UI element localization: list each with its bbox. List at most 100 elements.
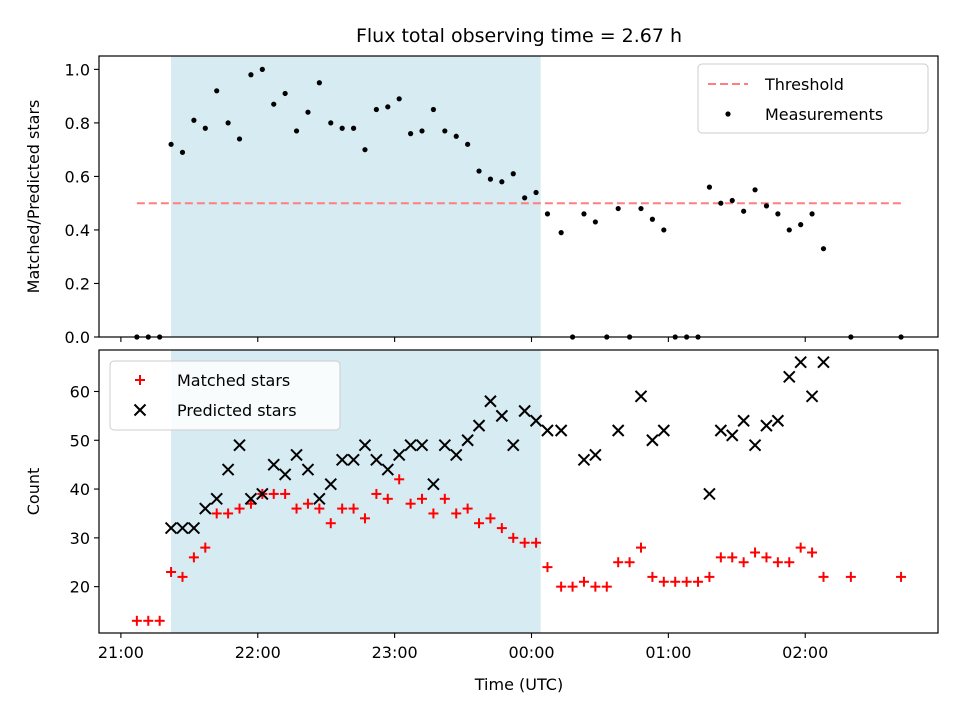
measurement-point (729, 197, 735, 204)
top-y-axis-label: Matched/Predicted stars (24, 100, 43, 294)
y-tick-label: 1.0 (65, 60, 90, 79)
measurement-point (362, 147, 368, 153)
measurement-point (741, 208, 747, 214)
measurement-point (763, 203, 770, 209)
predicted-star-point (634, 390, 648, 403)
measurement-point (453, 133, 459, 139)
y-tick-label: 0.4 (65, 221, 90, 240)
measurement-point (544, 211, 551, 217)
matched-star-point (439, 493, 450, 504)
legend-matched-label: Matched stars (177, 371, 290, 390)
measurement-point (465, 141, 471, 147)
bottom-panel: 20 30 40 50 60 21:00 22:00 23:00 00:00 01:00 02:0… (24, 349, 939, 662)
matched-star-point (245, 498, 256, 509)
y-tick-label: 0.6 (65, 167, 90, 186)
matched-star-point (750, 547, 761, 558)
predicted-star-point (290, 448, 303, 462)
measurement-point (373, 106, 379, 113)
measurement-point (179, 149, 186, 155)
matched-star-point (325, 518, 336, 529)
predicted-star-point (278, 468, 292, 481)
measurement-point (615, 205, 621, 212)
measurement-point (487, 176, 494, 182)
measurement-point (328, 120, 334, 126)
x-axis-label: Time (UTC) (474, 675, 563, 694)
matched-star-point (177, 571, 188, 582)
measurement-point (786, 227, 792, 233)
predicted-star-point (554, 424, 568, 437)
predicted-star-point (164, 521, 178, 535)
x-tick-label: 23:00 (372, 643, 418, 662)
legend-matched-swatch (135, 375, 145, 385)
matched-star-point (818, 571, 829, 582)
matched-star-point (154, 615, 165, 626)
y-tick-label: 40 (70, 480, 90, 499)
matched-star-point (896, 571, 907, 582)
matched-star-point (647, 571, 658, 582)
predicted-star-point (760, 419, 773, 432)
measurement-point (718, 200, 724, 206)
measurement-point (214, 88, 220, 94)
predicted-star-point (472, 419, 486, 432)
matched-star-point (200, 542, 211, 553)
top-legend: Threshold Measurements (697, 63, 929, 134)
predicted-star-point (381, 463, 394, 476)
predicted-star-point (370, 453, 383, 466)
matched-star-point (578, 576, 589, 587)
predicted-star-point (256, 487, 269, 501)
measurement-point (592, 219, 598, 225)
measurement-point (442, 128, 448, 134)
matched-star-point (382, 493, 393, 504)
measurement-point (305, 109, 311, 115)
matched-star-point (234, 503, 245, 514)
matched-star-point (738, 557, 749, 568)
matched-star-point (601, 581, 612, 592)
measurement-points (134, 66, 904, 340)
measurement-point (282, 90, 288, 97)
matched-star-point (693, 576, 704, 587)
legend-measurements-label: Measurements (765, 105, 883, 124)
predicted-star-point (347, 453, 360, 466)
predicted-star-point (187, 521, 201, 535)
matched-star-point (772, 557, 783, 568)
matched-star-point (681, 576, 692, 587)
legend-measurement-swatch (725, 111, 731, 117)
matched-star-point (807, 547, 818, 558)
predicted-star-point (210, 492, 223, 506)
legend-predicted-label: Predicted stars (177, 401, 297, 420)
predicted-star-point (301, 463, 315, 476)
predicted-star-point (611, 424, 625, 437)
measurement-point (809, 211, 815, 217)
matched-star-point (590, 581, 601, 592)
predicted-star-point (358, 438, 372, 452)
measurement-point (248, 72, 254, 78)
measurement-point (522, 195, 528, 201)
measurement-point (775, 211, 781, 217)
predicted-star-point (404, 438, 417, 452)
predicted-star-point (589, 448, 602, 462)
predicted-star-point (714, 424, 728, 437)
matched-star-point (314, 503, 325, 514)
matched-star-point (727, 552, 738, 563)
predicted-star-point (335, 453, 349, 466)
predicted-star-point (646, 434, 659, 447)
matched-star-point (761, 552, 772, 563)
measurement-point (271, 101, 277, 107)
matched-star-point (451, 508, 462, 519)
predicted-star-point (427, 477, 440, 491)
matched-star-point (188, 552, 199, 563)
matched-star-point (474, 518, 485, 529)
measurement-point (168, 141, 174, 147)
matched-star-point (704, 571, 715, 582)
predicted-star-point (771, 414, 785, 427)
legend-threshold-label: Threshold (764, 75, 844, 94)
matched-star-point (291, 503, 302, 514)
predicted-star-point (313, 492, 326, 506)
matched-star-point (280, 488, 291, 499)
matched-star-point (567, 581, 578, 592)
measurement-point (649, 216, 656, 222)
matched-star-point (268, 488, 279, 499)
matched-star-point (542, 562, 553, 573)
matched-star-point (670, 576, 681, 587)
